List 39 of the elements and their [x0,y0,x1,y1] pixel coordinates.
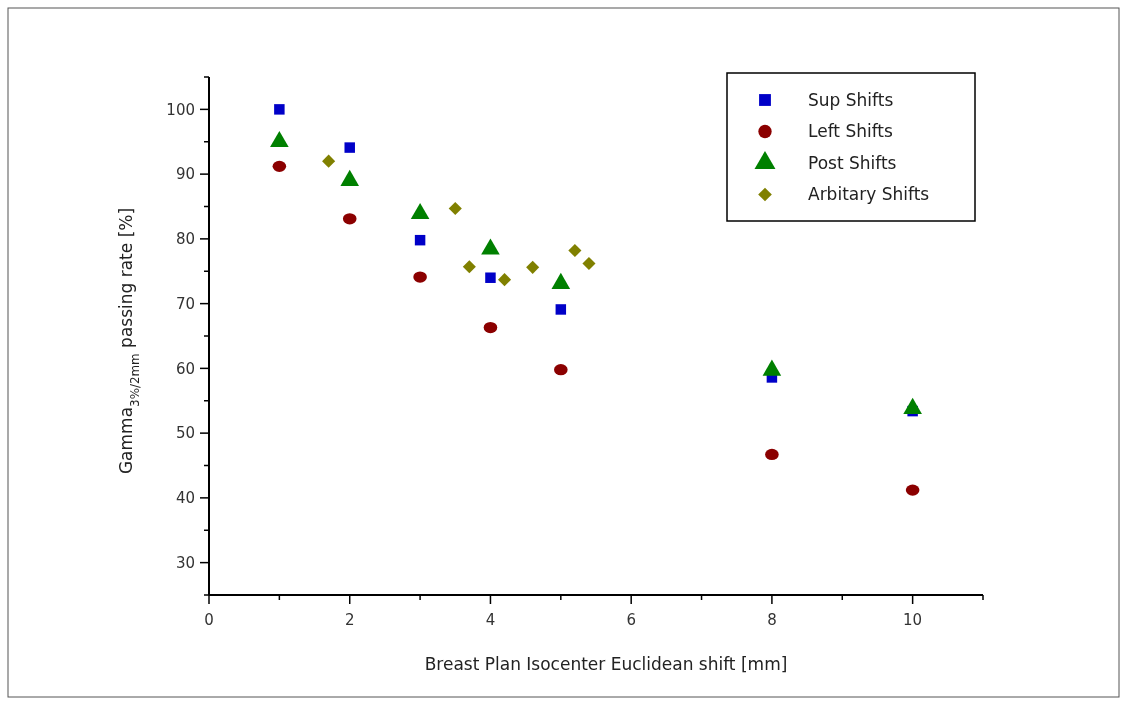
point [270,131,289,148]
y-tick-label: 80 [175,230,195,249]
point [448,201,462,215]
point [555,304,567,315]
point [497,273,512,287]
x-tick-label: 4 [485,611,496,629]
point [462,260,476,274]
y-tick-label: 30 [175,553,195,572]
point [342,213,357,225]
x-tick-label: 0 [204,611,214,629]
point [272,160,287,172]
point [765,448,779,461]
point [568,243,582,258]
y-tick-label: 90 [175,165,195,184]
point [344,142,355,153]
point [413,271,427,283]
y-tick-label: 100 [166,100,195,119]
point [483,321,498,334]
legend-label: Sup Shifts [808,89,894,110]
x-tick-label: 10 [903,611,923,629]
y-tick-label: 60 [175,359,195,378]
point [485,272,496,283]
point [322,154,336,168]
point [905,484,920,496]
y-tick-label: 50 [175,424,195,443]
point [582,256,596,271]
x-tick-label: 6 [626,611,636,629]
x-tick-label: 8 [767,611,777,629]
legend-label: Left Shifts [808,121,894,142]
legend-label: Arbitary Shifts [808,184,930,205]
y-tick-label: 40 [175,489,195,508]
point [554,364,568,376]
y-tick-label: 70 [175,294,195,313]
legend-label: Post Shifts [808,152,897,173]
x-axis-title: Breast Plan Isocenter Euclidean shift [mm] [424,654,788,674]
x-tick-label: 2 [344,611,355,629]
point [526,260,540,274]
point [274,104,285,115]
point [414,234,426,246]
